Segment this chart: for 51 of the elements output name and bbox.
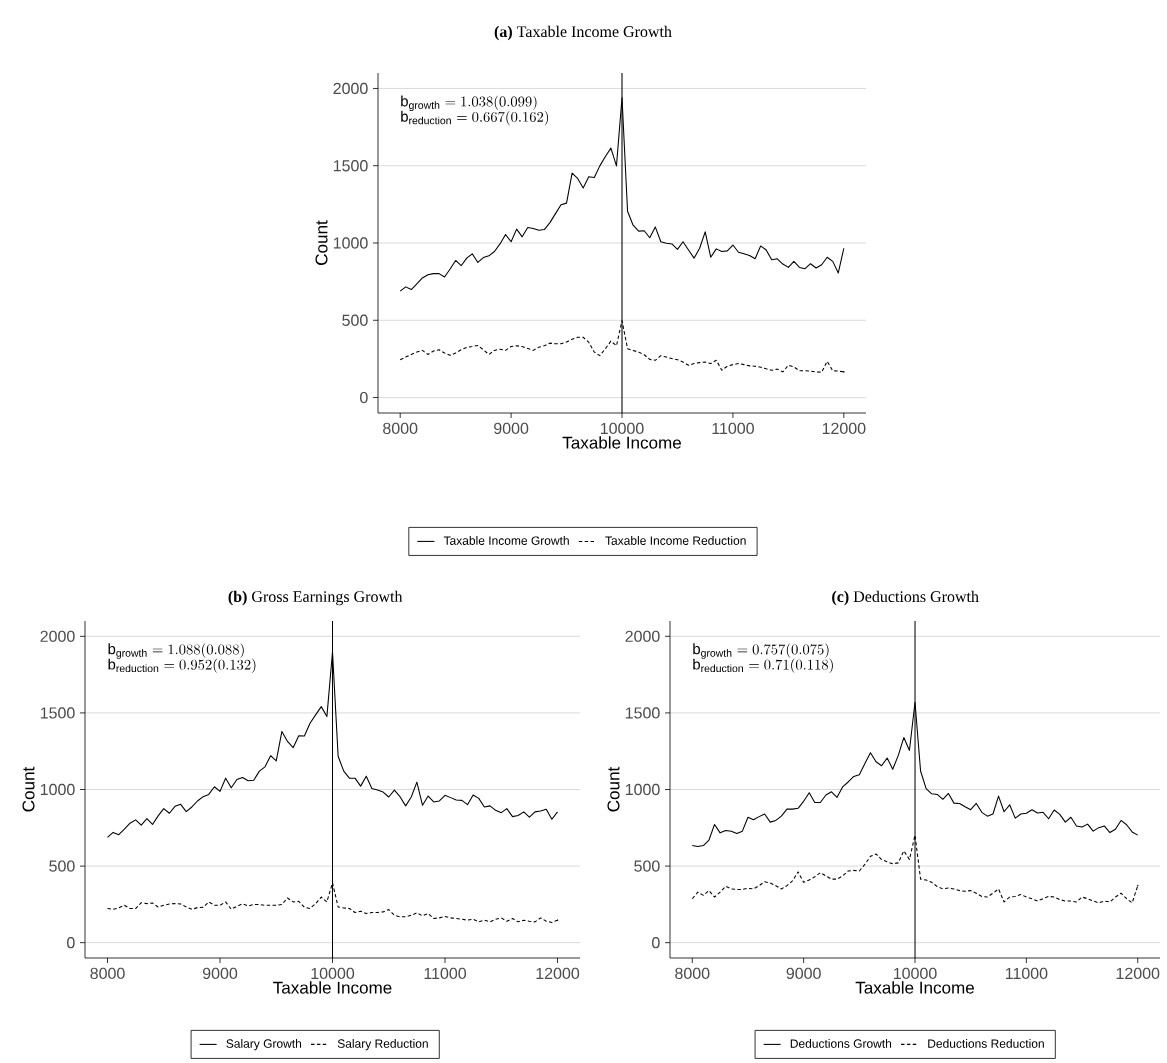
- x-axis-title: Taxable Income: [855, 981, 974, 994]
- legend-label: Salary Reduction: [337, 1039, 428, 1051]
- y-tick-label: 0: [67, 937, 75, 949]
- x-tick-label: 9000: [786, 967, 821, 980]
- legend-label: Deductions Growth: [790, 1039, 892, 1048]
- x-tick-label: 9000: [494, 422, 529, 435]
- y-axis-title: Count: [607, 766, 620, 812]
- y-tick-label: 1500: [333, 160, 368, 172]
- y-tick-label: 500: [342, 314, 368, 326]
- legend-label: Taxable Income Growth: [443, 536, 569, 545]
- y-tick-label: 500: [634, 860, 660, 872]
- annotation: $\mathrm{b}_{\mathrm{growth}} = 1.038(0.099)$: [401, 95, 537, 112]
- y-tick-label: 0: [652, 937, 660, 949]
- y-tick-label: 2000: [333, 82, 368, 95]
- annotation: $\mathrm{b}_{\mathrm{reduction}} = 0.667(0.162)$: [401, 110, 549, 126]
- x-axis-title: Taxable Income: [562, 436, 681, 449]
- y-axis-title: Count: [22, 766, 35, 812]
- y-tick-label: 1000: [625, 783, 660, 796]
- annotation: $\mathrm{b}_{\mathrm{growth}} = 1.088(0.088)$: [108, 643, 244, 659]
- x-tick-label: 11000: [1005, 967, 1048, 980]
- x-tick-label: 9000: [202, 967, 238, 980]
- x-axis-title: Taxable Income: [273, 981, 392, 994]
- annotation: $\mathrm{b}_{\mathrm{reduction}} = 0.952(0.132)$: [108, 658, 256, 674]
- x-tick-label: 12000: [1116, 967, 1160, 980]
- y-tick-label: 1500: [40, 707, 75, 719]
- legend-label: Deductions Reduction: [928, 1039, 1044, 1048]
- x-tick-label: 10000: [600, 422, 644, 435]
- chart-title: (b) Gross Earnings Growth: [228, 590, 403, 606]
- annotation: $\mathrm{b}_{\mathrm{growth}} = 0.757(0.075)$: [693, 643, 829, 659]
- x-tick-label: 11000: [424, 967, 467, 980]
- y-axis-title: Count: [315, 220, 328, 265]
- x-tick-label: 8000: [90, 967, 125, 980]
- x-tick-label: 12000: [536, 967, 580, 980]
- y-tick-label: 2000: [40, 630, 75, 642]
- y-tick-label: 2000: [625, 630, 660, 642]
- y-tick-label: 1500: [625, 707, 660, 719]
- legend-label: Taxable Income Reduction: [605, 536, 746, 545]
- y-tick-label: 500: [49, 860, 75, 872]
- x-tick-label: 10000: [311, 967, 355, 980]
- y-tick-label: 0: [360, 391, 368, 404]
- x-tick-label: 8000: [383, 422, 418, 435]
- legend-label: Salary Growth: [226, 1039, 302, 1051]
- x-tick-label: 10000: [893, 967, 937, 980]
- y-tick-label: 1000: [333, 237, 368, 249]
- chart-title: (c) Deductions Growth: [832, 590, 979, 606]
- x-tick-label: 8000: [675, 967, 710, 980]
- y-tick-label: 1000: [40, 783, 75, 796]
- chart-title: (a) Taxable Income Growth: [494, 25, 672, 41]
- annotation: $\mathrm{b}_{\mathrm{reduction}} = 0.71(0.118)$: [693, 658, 833, 674]
- x-tick-label: 11000: [712, 422, 754, 435]
- x-tick-label: 12000: [822, 422, 866, 435]
